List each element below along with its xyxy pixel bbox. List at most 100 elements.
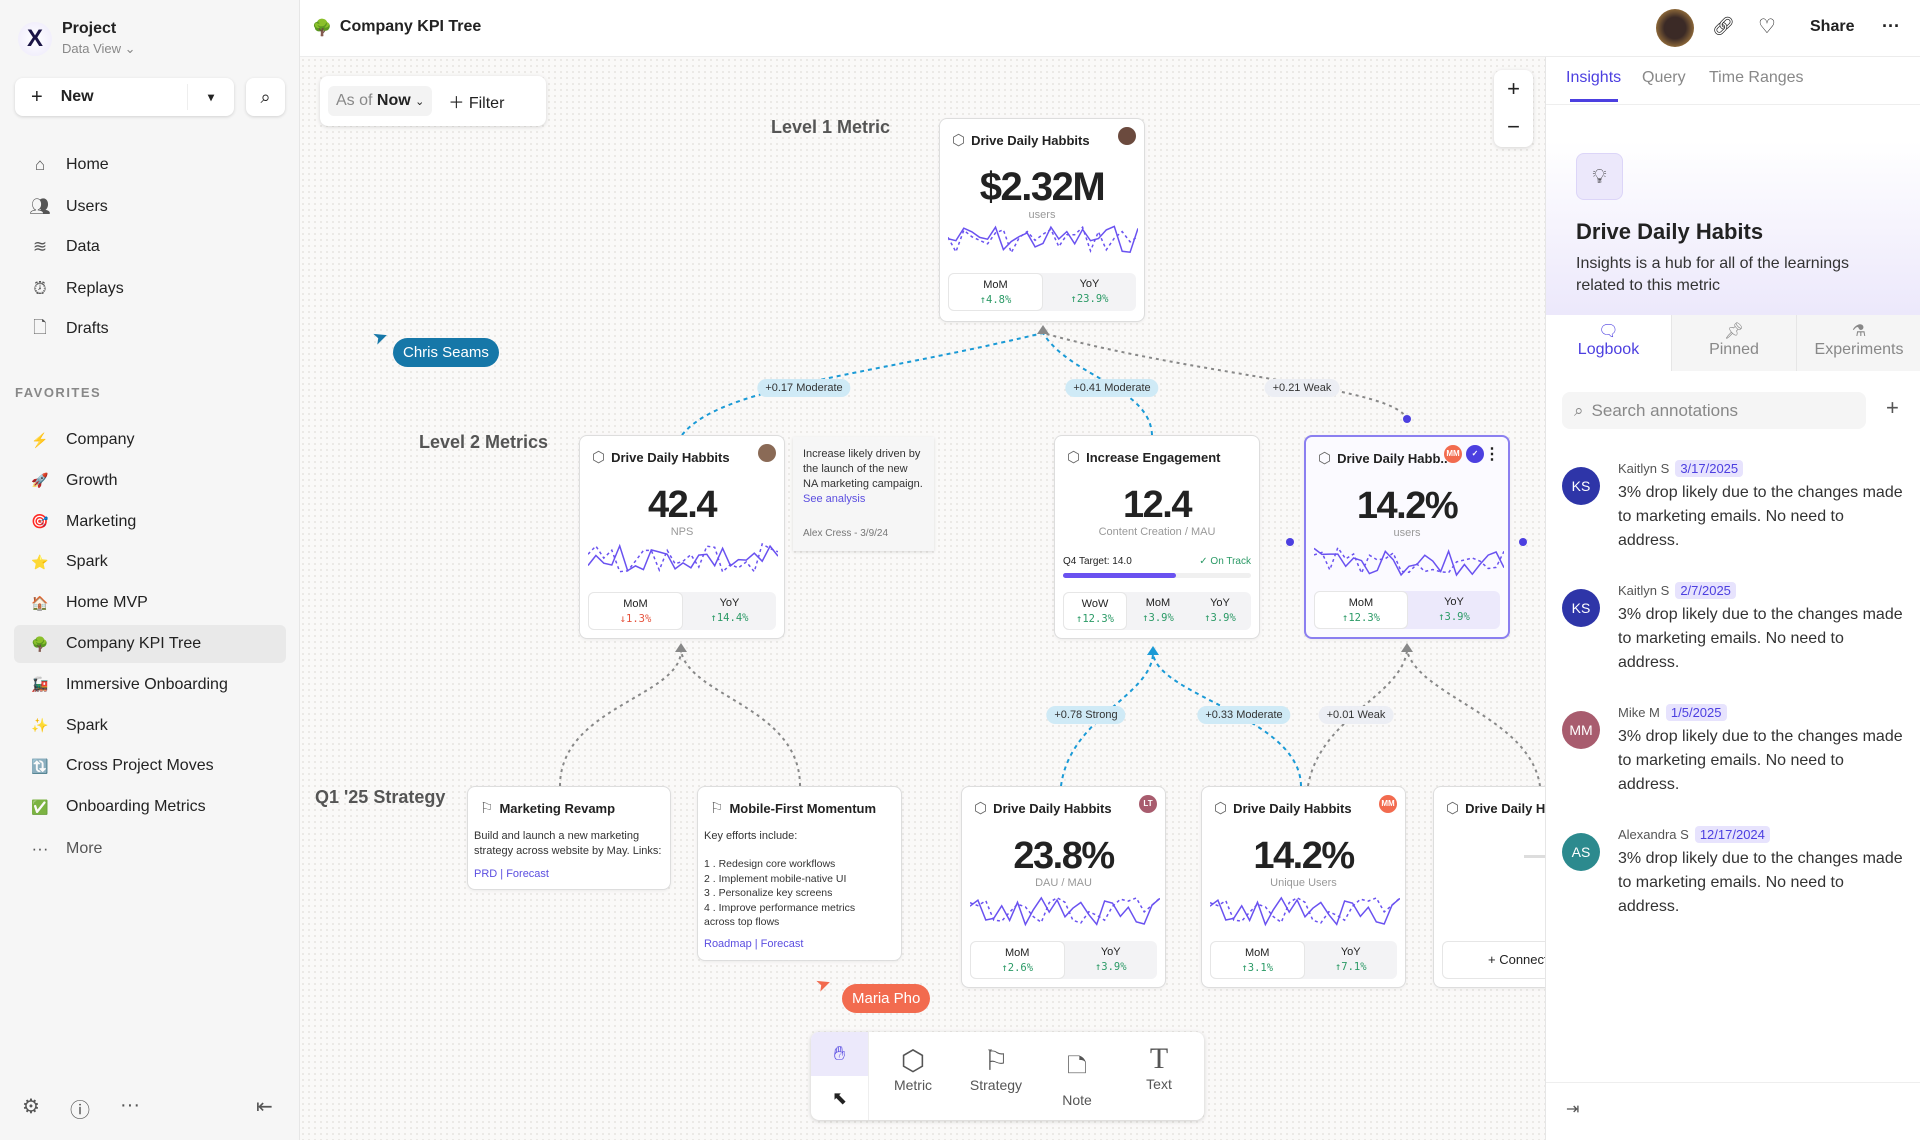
more-icon[interactable]: ··· bbox=[1882, 16, 1900, 36]
more-options-icon[interactable]: ··· bbox=[120, 1094, 140, 1116]
new-button[interactable]: + New ▾ bbox=[15, 78, 234, 116]
edge-label[interactable]: +0.21 Weak bbox=[1264, 379, 1340, 397]
sidebar-favorite-item[interactable]: 🎯 Marketing bbox=[14, 503, 286, 541]
project-name[interactable]: Project bbox=[62, 20, 117, 37]
subtab-pinned[interactable]: 📌︎ Pinned bbox=[1671, 315, 1796, 371]
metric-card-l3-empty[interactable]: ⬡ Drive Daily Habbits + Connect bbox=[1433, 786, 1545, 988]
stat-value: ↑12.3% bbox=[1076, 613, 1114, 625]
sidebar-favorite-item[interactable]: 🌳 Company KPI Tree bbox=[14, 625, 286, 663]
search-icon: ⌕ bbox=[1574, 400, 1584, 420]
sidebar-favorite-item[interactable]: 🚂 Immersive Onboarding bbox=[14, 666, 286, 704]
sidebar-item-home[interactable]: ⌂ Home bbox=[14, 146, 286, 184]
metric-card-increase-engagement[interactable]: ⬡ Increase Engagement 12.4 Content Creati… bbox=[1054, 435, 1260, 639]
subtab-experiments[interactable]: ⚗︎ Experiments bbox=[1796, 315, 1920, 371]
metric-card-selected[interactable]: ⬡ Drive Daily Habb.. MM ✓ ⋮ 14.2% users M… bbox=[1304, 435, 1510, 639]
sidebar-favorite-item[interactable]: ⚡ Company bbox=[14, 421, 286, 459]
project-logo[interactable]: X bbox=[18, 22, 52, 56]
stat-mom[interactable]: MoM ↑3.1% bbox=[1210, 941, 1305, 979]
zoom-in-button[interactable]: + bbox=[1507, 76, 1520, 101]
strategy-card-marketing-revamp[interactable]: ⚐ Marketing Revamp Build and launch a new… bbox=[467, 786, 671, 890]
hand-tool-icon[interactable]: ✋︎ bbox=[811, 1032, 868, 1076]
filter-button[interactable]: ＋ Filter bbox=[448, 89, 504, 113]
owner-avatar[interactable]: LT bbox=[1139, 795, 1157, 813]
heart-icon[interactable]: ♡ bbox=[1758, 16, 1776, 38]
collapse-panel-icon[interactable]: ⇥ bbox=[1566, 1101, 1580, 1118]
stat-mom[interactable]: MoM ↑12.3% bbox=[1314, 591, 1408, 629]
stat-mom[interactable]: MoM ↓1.3% bbox=[588, 592, 683, 630]
collaborator-cursor-chris: Chris Seams bbox=[393, 338, 499, 367]
sidebar-favorite-item[interactable]: ✅ Onboarding Metrics bbox=[14, 788, 286, 826]
link-icon[interactable]: 🔗︎ bbox=[1712, 16, 1735, 36]
strategy-links[interactable]: PRD | Forecast bbox=[474, 868, 549, 880]
kpi-tree-canvas[interactable]: As of Now ⌄ ＋ Filter + − Level 1 Metric L… bbox=[300, 57, 1545, 1140]
tab-time-ranges[interactable]: Time Ranges bbox=[1709, 69, 1804, 86]
sidebar-item-drafts[interactable]: 🗋 Drafts bbox=[14, 310, 286, 348]
sidebar-item-data[interactable]: ≋ Data bbox=[14, 228, 286, 266]
strategy-card-mobile-first[interactable]: ⚐ Mobile-First Momentum Key efforts inclu… bbox=[697, 786, 902, 961]
metric-card-l2-nps[interactable]: ⬡ Drive Daily Habbits 42.4 NPS MoM ↓1.3% Y… bbox=[579, 435, 785, 639]
sidebar-favorite-item[interactable]: 🔃 Cross Project Moves bbox=[14, 747, 286, 785]
note-tool[interactable]: 🗅 Note bbox=[1037, 1032, 1117, 1118]
stat-yoy[interactable]: YoY ↑3.9% bbox=[1065, 941, 1158, 979]
metric-card-l3-dau[interactable]: ⬡ Drive Daily Habbits LT 23.8% DAU / MAU … bbox=[961, 786, 1166, 988]
owner-avatar[interactable] bbox=[1118, 127, 1136, 145]
select-tool-icon[interactable]: ⬉ bbox=[831, 1088, 848, 1108]
favorite-label: Home MVP bbox=[66, 594, 148, 612]
owner-avatar[interactable]: MM bbox=[1379, 795, 1397, 813]
sidebar-favorite-item[interactable]: ⭐ Spark bbox=[14, 543, 286, 581]
sidebar-more[interactable]: ··· More bbox=[14, 830, 286, 868]
stat-yoy[interactable]: YoY ↑3.9% bbox=[1408, 591, 1500, 629]
owner-avatar[interactable] bbox=[758, 444, 776, 462]
strategy-tool[interactable]: ⚐ Strategy bbox=[956, 1032, 1036, 1118]
see-analysis-link[interactable]: See analysis bbox=[803, 493, 866, 505]
owner-avatar[interactable]: MM bbox=[1444, 445, 1462, 463]
as-of-selector[interactable]: As of Now ⌄ bbox=[328, 86, 433, 116]
new-dropdown-chevron-icon[interactable]: ▾ bbox=[207, 90, 215, 104]
view-selector[interactable]: Data View ⌄ bbox=[62, 41, 136, 57]
sidebar: X Project Data View ⌄ + New ▾ ⌕ ⌂ Home 👥︎ Us… bbox=[0, 0, 300, 1140]
stat-yoy[interactable]: YoY ↑23.9% bbox=[1043, 273, 1136, 311]
edge-label[interactable]: +0.01 Weak bbox=[1318, 706, 1394, 724]
stat-mom[interactable]: MoM ↑2.6% bbox=[970, 941, 1065, 979]
date-badge: 3/17/2025 bbox=[1675, 460, 1744, 477]
sidebar-item-users[interactable]: 👥︎ Users bbox=[14, 188, 286, 226]
stat-wow[interactable]: WoW ↑12.3% bbox=[1063, 592, 1127, 630]
subtab-logbook[interactable]: 🗨︎ Logbook bbox=[1546, 315, 1671, 371]
kebab-menu-icon[interactable]: ⋮ bbox=[1484, 446, 1500, 463]
sidebar-favorite-item[interactable]: 🏠 Home MVP bbox=[14, 584, 286, 622]
stat-mom[interactable]: MoM ↑3.9% bbox=[1127, 592, 1189, 630]
zoom-out-button[interactable]: − bbox=[1507, 114, 1520, 139]
edge-label[interactable]: +0.41 Moderate bbox=[1065, 379, 1159, 397]
sidebar-favorite-item[interactable]: ✨ Spark bbox=[14, 707, 286, 745]
strategy-links[interactable]: Roadmap | Forecast bbox=[704, 938, 804, 950]
metric-value: 42.4 bbox=[648, 484, 717, 526]
edge-label[interactable]: +0.78 Strong bbox=[1046, 706, 1126, 724]
add-annotation-button[interactable]: + bbox=[1886, 395, 1899, 420]
user-avatar[interactable] bbox=[1656, 9, 1694, 47]
tab-query[interactable]: Query bbox=[1642, 69, 1686, 86]
search-annotations-input[interactable]: ⌕ Search annotations bbox=[1562, 392, 1866, 429]
nav-label: Home bbox=[66, 156, 109, 173]
metric-tool[interactable]: ⬡ Metric bbox=[873, 1032, 953, 1118]
text-tool[interactable]: T Text bbox=[1119, 1032, 1199, 1118]
connect-button[interactable]: + Connect bbox=[1442, 941, 1545, 979]
sidebar-favorite-item[interactable]: 🚀 Growth bbox=[14, 462, 286, 500]
as-of-label: As of bbox=[336, 92, 373, 109]
edge-label[interactable]: +0.17 Moderate bbox=[757, 379, 851, 397]
help-icon[interactable]: ⓘ bbox=[70, 1100, 90, 1122]
search-button[interactable]: ⌕ bbox=[246, 78, 285, 116]
stat-yoy[interactable]: YoY ↑3.9% bbox=[1189, 592, 1251, 630]
settings-icon[interactable]: ⚙ bbox=[22, 1096, 40, 1118]
stat-yoy[interactable]: YoY ↑7.1% bbox=[1305, 941, 1398, 979]
stat-mom[interactable]: MoM ↑4.8% bbox=[948, 273, 1043, 311]
collapse-sidebar-icon[interactable]: ⇤ bbox=[256, 1096, 273, 1118]
tab-insights[interactable]: Insights bbox=[1566, 69, 1622, 86]
share-button[interactable]: Share bbox=[1810, 18, 1855, 35]
metric-card-l1[interactable]: ⬡ Drive Daily Habbits $2.32M users MoM ↑4.… bbox=[939, 118, 1145, 322]
favorite-label: Company bbox=[66, 431, 135, 448]
stat-yoy[interactable]: YoY ↑14.4% bbox=[683, 592, 776, 630]
sticky-note[interactable]: Increase likely driven by the launch of … bbox=[793, 437, 934, 551]
sidebar-item-replays[interactable]: ⏰︎ Replays bbox=[14, 270, 286, 308]
edge-label[interactable]: +0.33 Moderate bbox=[1197, 706, 1291, 724]
metric-card-l3-unique[interactable]: ⬡ Drive Daily Habbits MM 14.2% Unique Use… bbox=[1201, 786, 1406, 988]
